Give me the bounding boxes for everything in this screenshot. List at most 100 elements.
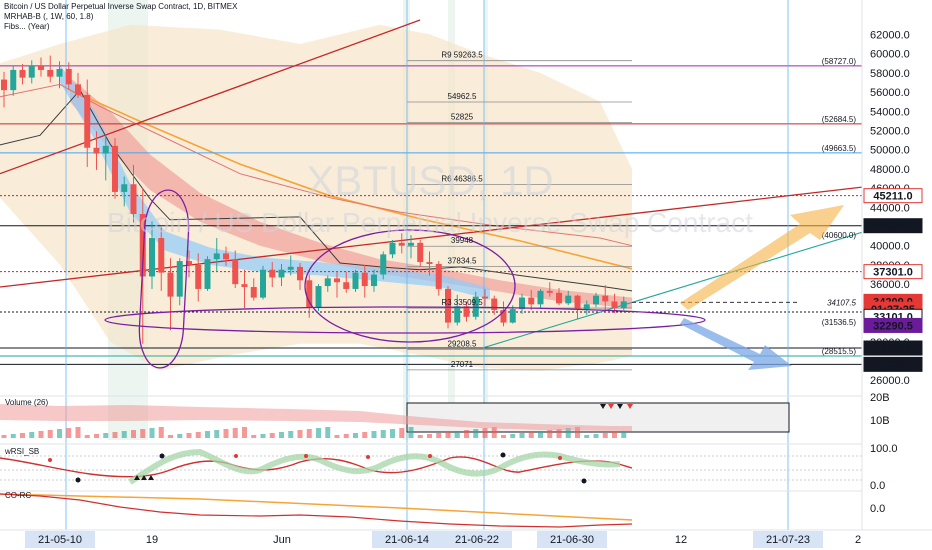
candle-body (102, 145, 109, 154)
price-badge-label: 29350.0 (873, 343, 913, 355)
volume-bar (131, 430, 136, 438)
volume-bar (232, 428, 238, 438)
wrsi-pane: wRSI_SB 100.0 0.0 (0, 443, 898, 492)
candle-body (546, 290, 553, 293)
price-badge-label: 32290.5 (873, 320, 913, 332)
candle-body (56, 68, 63, 77)
volume-bar (473, 429, 479, 438)
candle-body (176, 261, 183, 297)
volume-bar (491, 427, 497, 438)
wrsi-tick-0: 0.0 (870, 480, 885, 492)
volume-bar (47, 430, 53, 438)
candle-body (139, 214, 146, 277)
volume-bar (205, 431, 210, 438)
volume-bar (316, 428, 321, 438)
volume-bar (454, 431, 460, 438)
corc-orange-line (0, 493, 633, 521)
indicator-mrhab[interactable]: MRHAB-B (, 1W, 60, 1.8) (4, 12, 94, 21)
fib-label: 37834.5 (448, 257, 477, 266)
volume-bar (288, 431, 294, 438)
time-axis-label: 21-07-23 (766, 534, 810, 546)
time-axis-label: 21-06-30 (550, 534, 594, 546)
candle-body (315, 286, 322, 308)
time-label-highlight (537, 531, 607, 548)
wrsi-markers (48, 452, 587, 484)
green-trend-line (483, 231, 862, 349)
corc-pane: CO-RC 0.0 (0, 490, 885, 528)
volume-bar (149, 428, 155, 438)
candle-body (556, 292, 562, 304)
right-level-label: (52684.5) (822, 115, 857, 124)
candle-body (398, 242, 405, 246)
right-level-label: (31536.5) (822, 318, 857, 327)
fib-label: 39948 (451, 236, 474, 245)
volume-bar (593, 434, 599, 438)
vertical-time-lines (65, 0, 789, 530)
volume-bar (501, 435, 506, 438)
price-badge (863, 340, 923, 356)
candle-body (500, 310, 507, 323)
last-price-annotation: 34107.5 (827, 298, 856, 307)
red-step-line (0, 83, 633, 247)
price-tick-label: 44000.0 (870, 202, 910, 214)
time-axis-label: Jun (273, 534, 291, 546)
volume-bar (242, 427, 247, 438)
symbol-title[interactable]: Bitcoin / US Dollar Perpetual Inverse Sw… (4, 2, 238, 11)
volume-bar (177, 434, 183, 438)
volume-bar (158, 427, 164, 438)
volume-bar (38, 431, 44, 438)
fib-label: 54962.5 (448, 92, 477, 101)
volume-bar (168, 435, 173, 438)
volume-bars (1, 427, 627, 438)
candle-body (223, 253, 229, 260)
candle-body (260, 269, 266, 298)
volume-bar (66, 428, 72, 438)
time-axis-label: 21-05-10 (38, 534, 82, 546)
price-tick-label: 62000.0 (870, 29, 910, 41)
volume-bar (223, 429, 229, 438)
candle-body (269, 269, 276, 278)
fib-level-labels: R9 59263.5 54962.5 52825 R6 46386.5 39948 378… (441, 51, 483, 369)
candle-body (435, 263, 442, 289)
volume-bar (380, 430, 386, 438)
candle-body (47, 69, 54, 77)
candle-body (195, 264, 202, 289)
right-level-label: (49663.5) (822, 144, 857, 153)
price-badge (863, 317, 923, 333)
volume-bar (57, 429, 62, 438)
candle-body (620, 301, 627, 309)
volume-bar (519, 433, 525, 438)
candle-body (519, 297, 525, 310)
candle-body (371, 274, 377, 287)
volume-bar (1, 435, 7, 438)
fib-label: 29208.5 (448, 339, 477, 348)
volume-bar (362, 432, 368, 438)
candle-body (241, 284, 248, 288)
candle-body (84, 94, 91, 148)
candle-body (343, 282, 350, 289)
volume-bar (445, 432, 451, 438)
candle-body (324, 278, 331, 287)
fib-label: 52825 (451, 113, 474, 122)
candle-body (463, 306, 470, 317)
candle-body (389, 242, 396, 255)
volume-pane: Volume (26) 20B 10B (0, 392, 890, 438)
volume-bar (565, 428, 571, 438)
volume-bar (269, 433, 275, 438)
upper-trend-line (0, 19, 421, 175)
volume-bar (575, 427, 580, 438)
volume-bar (417, 435, 423, 438)
candle-body (361, 272, 368, 287)
volume-tick-10b: 10B (870, 415, 890, 427)
fib-label: R9 59263.5 (441, 51, 483, 60)
candle-body (186, 261, 192, 265)
volume-bar (602, 433, 608, 438)
indicator-fibs[interactable]: Fibs... (Year) (4, 22, 50, 31)
candle-body (417, 242, 424, 263)
volume-bar (260, 434, 266, 438)
volume-bar (140, 429, 146, 438)
symbol-watermark: XBTUSD, 1D Bitcoin / US Dollar Perpetual… (107, 157, 753, 238)
volume-bar (195, 432, 201, 438)
candle-body (306, 280, 313, 308)
wrsi-tick-100: 100.0 (870, 443, 898, 455)
